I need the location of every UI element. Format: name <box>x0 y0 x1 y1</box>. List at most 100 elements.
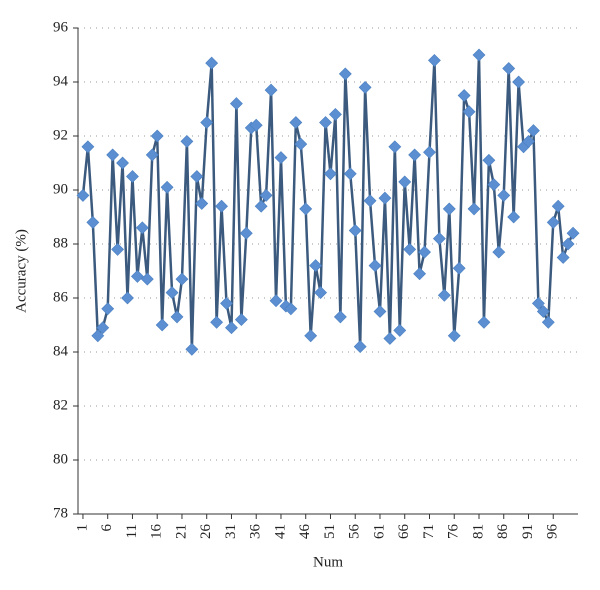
data-marker <box>531 296 545 310</box>
data-marker <box>249 118 263 132</box>
data-marker <box>428 53 441 67</box>
data-marker <box>423 145 436 159</box>
data-marker <box>522 134 535 148</box>
x-tick-label: 71 <box>421 524 437 539</box>
data-marker <box>462 105 476 119</box>
data-marker <box>239 226 253 240</box>
data-marker <box>274 151 288 165</box>
data-marker <box>294 137 308 151</box>
x-tick-label: 41 <box>272 524 288 539</box>
data-marker <box>264 83 278 97</box>
data-marker <box>140 272 154 286</box>
data-marker <box>76 188 90 202</box>
data-marker <box>309 259 323 273</box>
x-tick-label: 21 <box>173 524 189 539</box>
x-tick-label: 81 <box>470 524 486 539</box>
data-marker <box>418 245 431 259</box>
x-tick-label: 86 <box>495 524 511 540</box>
data-marker <box>269 294 283 308</box>
data-marker <box>477 315 491 329</box>
data-marker <box>457 89 471 102</box>
data-marker <box>383 332 397 345</box>
data-marker <box>121 291 134 305</box>
data-marker <box>358 80 372 94</box>
data-marker <box>527 124 540 138</box>
y-axis-label: Accuracy (%) <box>13 229 29 313</box>
data-marker <box>556 251 570 264</box>
data-marker <box>487 178 501 192</box>
data-marker <box>512 75 526 89</box>
data-marker <box>101 302 115 316</box>
data-marker <box>126 170 139 183</box>
data-marker <box>175 272 189 286</box>
data-marker <box>338 67 352 81</box>
data-marker <box>329 107 342 121</box>
data-marker <box>215 199 228 213</box>
data-marker <box>566 226 580 240</box>
data-marker <box>289 116 303 129</box>
data-line <box>81 54 575 350</box>
data-marker <box>368 259 382 273</box>
data-marker <box>91 329 105 343</box>
data-marker <box>185 342 199 356</box>
x-tick-label: 26 <box>198 524 214 540</box>
data-marker <box>442 202 456 216</box>
data-marker <box>135 221 149 235</box>
data-marker <box>86 215 100 229</box>
data-marker <box>130 269 144 283</box>
data-marker <box>536 305 550 318</box>
data-marker <box>220 296 233 310</box>
y-tick-label: 86 <box>53 289 69 305</box>
data-marker <box>145 148 159 162</box>
y-tick-label: 82 <box>53 397 68 413</box>
x-tick-label: 66 <box>396 524 412 540</box>
data-marker <box>541 315 555 329</box>
data-marker <box>561 237 575 251</box>
y-tick-label: 78 <box>53 505 68 521</box>
data-marker <box>432 232 446 246</box>
x-tick-label: 16 <box>149 524 165 540</box>
data-marker <box>403 242 417 256</box>
y-tick-label: 88 <box>53 235 68 251</box>
data-marker <box>393 323 407 337</box>
data-marker <box>150 129 164 143</box>
data-marker <box>467 202 481 216</box>
x-tick-label: 11 <box>124 524 140 538</box>
y-tick-label: 96 <box>53 19 69 35</box>
data-marker <box>180 134 194 148</box>
y-tick-label: 92 <box>53 127 68 143</box>
data-marker <box>81 140 95 154</box>
data-marker <box>195 197 209 210</box>
data-marker <box>437 288 451 302</box>
data-marker <box>413 267 427 281</box>
x-tick-label: 56 <box>347 524 363 540</box>
data-marker <box>363 194 377 208</box>
data-marker <box>452 261 466 275</box>
data-marker <box>507 210 521 224</box>
data-marker <box>492 245 506 259</box>
data-marker <box>111 242 125 256</box>
data-marker <box>551 199 565 213</box>
y-tick-label: 84 <box>53 343 69 359</box>
data-marker <box>324 167 337 181</box>
data-marker <box>497 188 511 202</box>
x-tick-label: 91 <box>520 524 536 539</box>
y-tick-label: 90 <box>53 181 68 197</box>
y-tick-label: 94 <box>53 73 69 89</box>
data-marker <box>378 191 392 205</box>
data-marker <box>304 329 318 343</box>
data-marker <box>333 310 347 324</box>
data-marker <box>388 140 402 154</box>
x-tick-label: 1 <box>74 524 90 532</box>
x-tick-label: 46 <box>297 524 313 540</box>
y-tick-label: 80 <box>53 451 68 467</box>
data-marker <box>229 97 243 111</box>
data-marker <box>96 321 110 335</box>
data-marker <box>299 202 313 216</box>
x-tick-label: 31 <box>223 524 239 539</box>
data-marker <box>234 313 248 327</box>
data-marker <box>155 318 169 332</box>
data-marker <box>408 148 422 162</box>
data-marker <box>160 180 174 194</box>
